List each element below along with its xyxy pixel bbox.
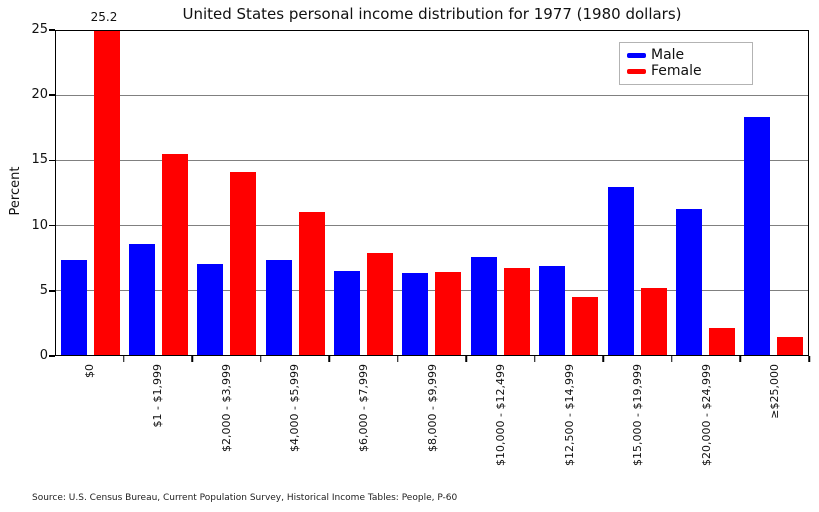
x-tick-label-5: $8,000 - $9,999: [425, 364, 439, 452]
y-tick-label-10: 10: [31, 217, 48, 233]
x-tick-label-1: $1 - $1,999: [151, 364, 165, 428]
bar-male-7: [539, 265, 566, 355]
bar-male-6: [470, 256, 497, 355]
x-tick-label-6: $10,000 - $12,499: [494, 364, 508, 466]
x-tick-mark-1: [122, 356, 125, 362]
x-tick-label-3: $4,000 - $5,999: [288, 364, 302, 452]
x-label-cell-0: $0: [55, 364, 124, 466]
x-label-cell-5: $8,000 - $9,999: [398, 364, 467, 466]
x-tick-mark-7: [534, 356, 536, 362]
legend-label-female: Female: [651, 63, 702, 79]
bar-group-9: [671, 31, 739, 355]
y-tick-label-15: 15: [31, 152, 48, 168]
x-label-cell-8: $15,000 - $19,999: [603, 364, 672, 466]
x-label-cell-9: $20,000 - $24,999: [672, 364, 741, 466]
y-tick-label-5: 5: [39, 282, 48, 298]
bar-female-7: [572, 296, 599, 355]
bars-container: [56, 31, 808, 355]
bar-value-annotation: 25.2: [90, 10, 118, 24]
bar-group-3: [261, 31, 329, 355]
y-tick-mark-20: [49, 94, 55, 96]
x-tick-label-7: $12,500 - $14,999: [562, 364, 576, 466]
bar-group-6: [466, 31, 534, 355]
bar-group-7: [535, 31, 603, 355]
x-axis-labels: $0 $1 - $1,999 $2,000 - $3,999 $4,000 - $5,…: [55, 364, 809, 466]
x-tick-mark-9: [671, 356, 673, 362]
bar-female-8: [640, 287, 667, 355]
x-tick-label-2: $2,000 - $3,999: [219, 364, 233, 452]
bar-female-0: [93, 31, 120, 355]
legend-item-male: Male: [627, 47, 744, 63]
bar-male-1: [129, 243, 156, 355]
bar-male-4: [334, 270, 361, 355]
bar-male-5: [402, 273, 429, 355]
bar-female-1: [162, 154, 189, 355]
gridline-15: [56, 159, 808, 161]
bar-female-4: [367, 252, 394, 355]
x-tick-mark-2: [191, 356, 193, 362]
y-tick-mark-5: [49, 290, 55, 292]
legend-label-male: Male: [651, 47, 685, 63]
gridline-5: [56, 290, 808, 292]
bar-group-2: [193, 31, 261, 355]
y-tick-label-20: 20: [31, 87, 48, 103]
source-note: Source: U.S. Census Bureau, Current Popu…: [32, 493, 458, 503]
y-tick-mark-25: [49, 29, 55, 31]
y-tick-mark-15: [49, 159, 55, 162]
bar-group-10: [740, 31, 808, 355]
gridline-20: [56, 94, 808, 96]
bar-group-1: [124, 31, 192, 355]
x-label-cell-6: $10,000 - $12,499: [466, 364, 535, 466]
bar-group-5: [398, 31, 466, 355]
x-label-cell-1: $1 - $1,999: [124, 364, 193, 466]
x-label-cell-4: $6,000 - $7,999: [329, 364, 398, 466]
x-label-cell-10: ≥$25,000: [740, 364, 809, 466]
bar-female-10: [777, 336, 804, 355]
x-tick-mark-11: [808, 356, 810, 362]
x-tick-mark-5: [396, 356, 399, 362]
bar-male-2: [197, 264, 224, 355]
y-tick-mark-10: [49, 224, 55, 227]
bar-male-3: [265, 260, 292, 355]
x-tick-label-4: $6,000 - $7,999: [356, 364, 370, 452]
x-tick-mark-4: [328, 356, 330, 362]
bar-female-3: [298, 212, 325, 355]
bar-female-2: [230, 172, 257, 355]
legend: Male Female: [619, 42, 753, 85]
bar-female-9: [708, 327, 735, 355]
legend-item-female: Female: [627, 63, 744, 79]
bar-group-0: [56, 31, 124, 355]
x-tick-mark-10: [739, 356, 742, 362]
y-tick-label-25: 25: [31, 22, 48, 37]
x-tick-label-10: ≥$25,000: [768, 364, 782, 419]
bar-male-0: [60, 260, 87, 355]
x-label-cell-3: $4,000 - $5,999: [261, 364, 330, 466]
bar-group-4: [329, 31, 397, 355]
y-axis-label: Percent: [8, 166, 23, 216]
chart-title: United States personal income distributi…: [182, 5, 682, 23]
x-tick-label-0: $0: [82, 364, 96, 378]
x-label-cell-7: $12,500 - $14,999: [535, 364, 604, 466]
gridline-10: [56, 225, 808, 227]
x-tick-mark-3: [259, 356, 262, 362]
bar-female-6: [503, 268, 530, 355]
bar-group-8: [603, 31, 671, 355]
bar-male-9: [675, 208, 702, 355]
y-tick-label-0: 0: [39, 348, 48, 363]
bar-male-8: [607, 186, 634, 355]
male-color-swatch: [627, 52, 646, 58]
x-tick-label-9: $20,000 - $24,999: [699, 364, 713, 466]
female-color-swatch: [627, 68, 646, 74]
x-tick-label-8: $15,000 - $19,999: [631, 364, 645, 466]
y-tick-mark-0: [49, 355, 55, 357]
x-label-cell-2: $2,000 - $3,999: [192, 364, 261, 466]
x-tick-mark-8: [602, 356, 605, 362]
bar-female-5: [435, 272, 462, 355]
bar-male-10: [744, 116, 771, 355]
x-tick-mark-6: [465, 356, 468, 362]
